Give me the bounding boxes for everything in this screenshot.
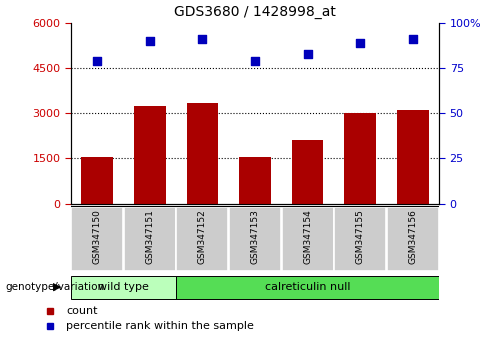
Bar bbox=[81, 157, 113, 204]
Bar bbox=[387, 207, 439, 271]
Bar bbox=[345, 113, 376, 204]
Point bbox=[93, 58, 101, 64]
Bar bbox=[71, 276, 176, 298]
Text: GSM347151: GSM347151 bbox=[145, 209, 154, 264]
Text: genotype/variation: genotype/variation bbox=[5, 281, 104, 292]
Bar bbox=[123, 207, 176, 271]
Text: GSM347156: GSM347156 bbox=[408, 209, 417, 264]
Text: calreticulin null: calreticulin null bbox=[265, 281, 350, 292]
Text: GSM347155: GSM347155 bbox=[356, 209, 365, 264]
Point bbox=[409, 36, 417, 42]
Bar bbox=[282, 207, 334, 271]
Bar bbox=[134, 106, 165, 204]
Text: count: count bbox=[66, 306, 98, 315]
Bar bbox=[292, 140, 324, 204]
Point bbox=[199, 36, 206, 42]
Point bbox=[304, 51, 311, 57]
Text: GSM347150: GSM347150 bbox=[93, 209, 102, 264]
Bar bbox=[176, 276, 439, 298]
Text: wild type: wild type bbox=[98, 281, 149, 292]
Text: ▶: ▶ bbox=[53, 281, 61, 292]
Text: GSM347154: GSM347154 bbox=[303, 209, 312, 264]
Text: GSM347153: GSM347153 bbox=[250, 209, 260, 264]
Bar bbox=[334, 207, 386, 271]
Point bbox=[356, 40, 364, 46]
Title: GDS3680 / 1428998_at: GDS3680 / 1428998_at bbox=[174, 5, 336, 19]
Point bbox=[251, 58, 259, 64]
Point bbox=[146, 38, 154, 44]
Bar bbox=[176, 207, 228, 271]
Bar bbox=[397, 110, 428, 204]
Bar bbox=[229, 207, 281, 271]
Text: GSM347152: GSM347152 bbox=[198, 209, 207, 264]
Text: percentile rank within the sample: percentile rank within the sample bbox=[66, 321, 254, 331]
Bar bbox=[71, 207, 123, 271]
Bar bbox=[239, 157, 271, 204]
Bar bbox=[186, 103, 218, 204]
